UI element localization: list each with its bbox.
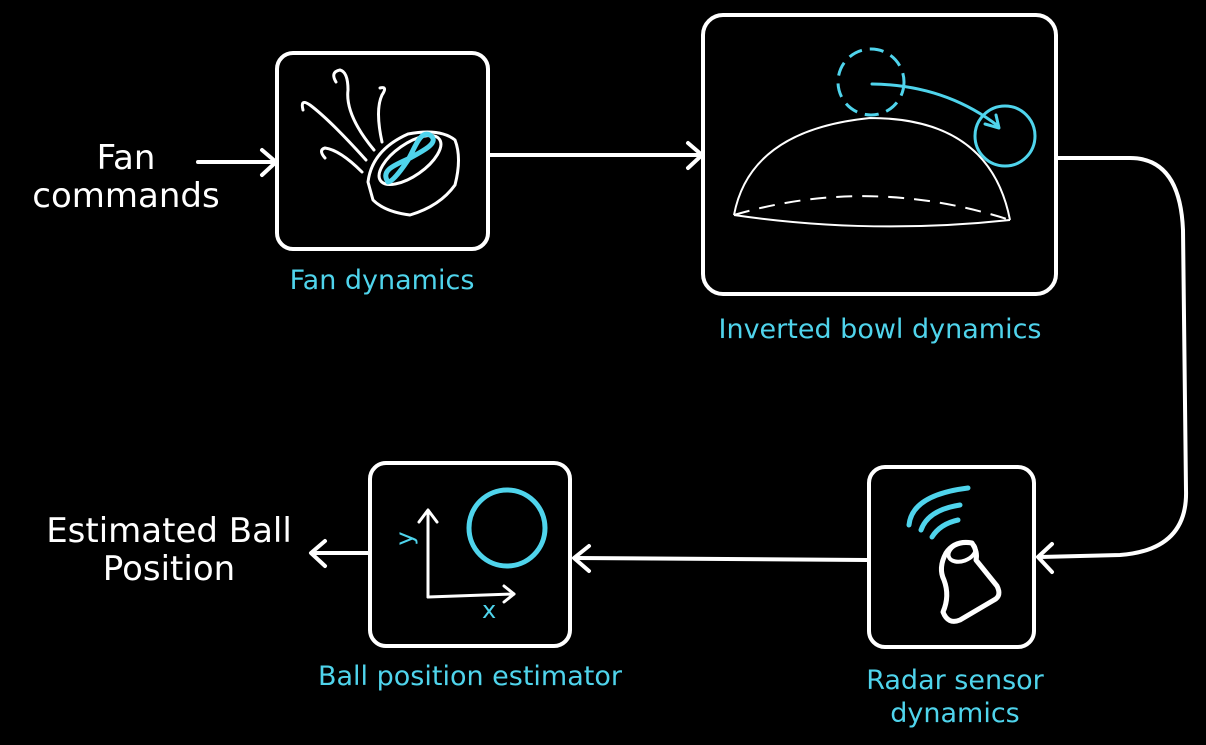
estimated-ball-icon [466,487,548,569]
radar-caption-line-1: Radar sensor [866,665,1044,696]
axis-x-label: x [482,596,497,624]
arrow-estimator-to-output [309,539,370,568]
output-label-line-1: Estimated Ball [46,511,292,551]
output-label-line-2: Position [102,549,236,589]
radar-caption-line-2: dynamics [890,698,1020,729]
arrow-input-to-fan [196,148,278,177]
fan-dynamics-block [275,51,490,251]
arrow-radar-to-estimator [572,544,869,573]
bowl-dynamics-block [701,13,1058,296]
radar-sensor-caption: Radar sensor dynamics [835,664,1075,730]
axes-icon [417,508,516,604]
estimator-caption: Ball position estimator [317,661,622,692]
input-label-line-2: commands [32,176,220,216]
radar-icon [906,485,1002,624]
arrow-bowl-to-radar [1036,156,1189,574]
bowl-icon [733,116,1011,228]
output-label: Estimated Ball Position [24,512,314,588]
arrow-fan-to-bowl [488,141,704,170]
fan-dynamics-caption: Fan dynamics [289,265,475,296]
axis-y-label: y [390,531,419,546]
ball-trajectory-icon [836,47,1037,168]
bowl-dynamics-caption: Inverted bowl dynamics [718,314,1042,345]
input-label: Fan commands [28,139,224,215]
estimator-block [368,461,572,648]
input-label-line-1: Fan [96,138,156,178]
fan-icon [300,68,460,217]
radar-sensor-block [867,465,1036,649]
